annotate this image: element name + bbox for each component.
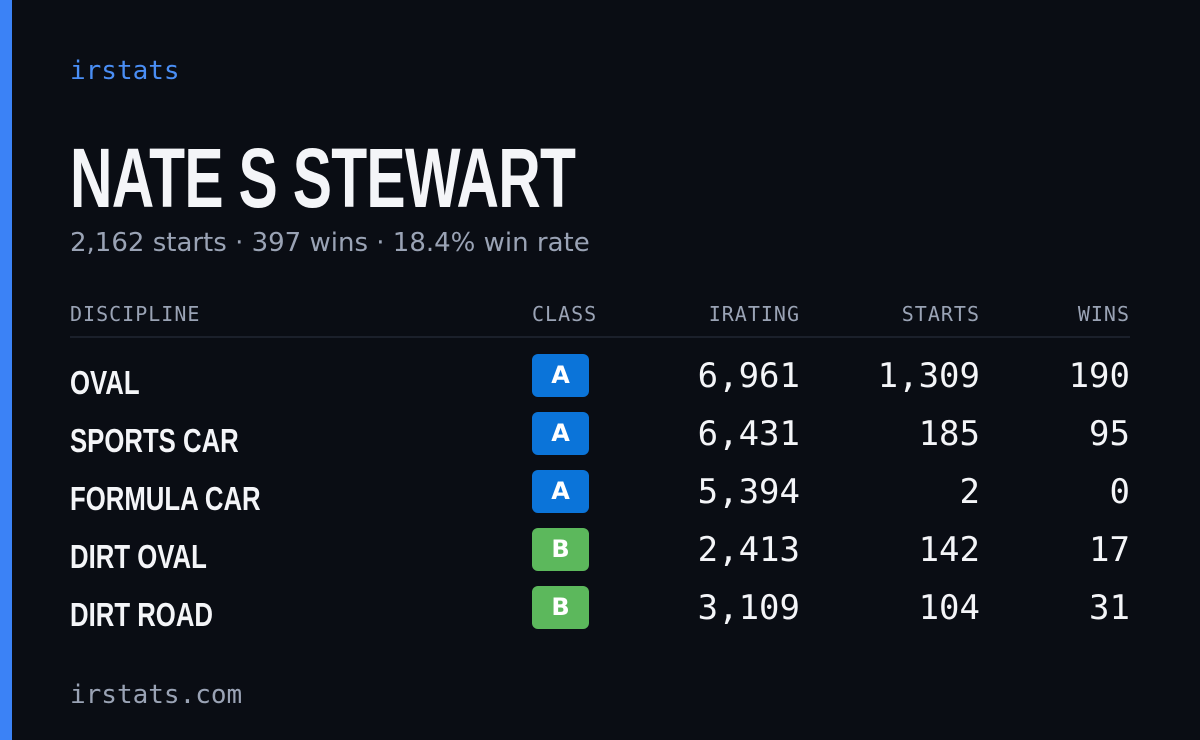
footer: irstats.com bbox=[70, 680, 243, 710]
column-header: DISCIPLINE bbox=[70, 302, 201, 326]
accent-bar bbox=[0, 0, 12, 740]
wins: 190 bbox=[1068, 356, 1130, 396]
irating: 5,394 bbox=[697, 472, 800, 512]
irating: 6,961 bbox=[697, 356, 800, 396]
column-header: CLASS bbox=[532, 302, 598, 326]
class-badge: B bbox=[532, 586, 589, 629]
class-badge: B bbox=[532, 528, 589, 571]
brand: irstats bbox=[70, 56, 180, 86]
starts: 1,309 bbox=[877, 356, 980, 396]
class-badge: A bbox=[532, 354, 589, 397]
irating: 2,413 bbox=[697, 530, 800, 570]
discipline: SPORTS CAR bbox=[70, 422, 239, 459]
driver-name: NATE S STEWART bbox=[70, 131, 576, 225]
class-badge: A bbox=[532, 412, 589, 455]
discipline: DIRT OVAL bbox=[70, 538, 207, 575]
discipline: DIRT ROAD bbox=[70, 596, 213, 633]
starts: 142 bbox=[918, 530, 980, 570]
column-header: IRATING bbox=[708, 302, 800, 326]
discipline: OVAL bbox=[70, 364, 140, 401]
column-header: STARTS bbox=[901, 302, 980, 326]
driver-summary: 2,162 starts · 397 wins · 18.4% win rate bbox=[70, 228, 590, 258]
class-badge: A bbox=[532, 470, 589, 513]
wins: 95 bbox=[1089, 414, 1130, 454]
column-header: WINS bbox=[1077, 302, 1130, 326]
starts: 104 bbox=[918, 588, 980, 628]
wins: 0 bbox=[1109, 472, 1130, 512]
wins: 31 bbox=[1089, 588, 1130, 628]
starts: 185 bbox=[918, 414, 980, 454]
irating: 3,109 bbox=[697, 588, 800, 628]
discipline: FORMULA CAR bbox=[70, 480, 261, 517]
starts: 2 bbox=[959, 472, 980, 512]
wins: 17 bbox=[1089, 530, 1130, 570]
header-separator bbox=[70, 336, 1130, 338]
irating: 6,431 bbox=[697, 414, 800, 454]
